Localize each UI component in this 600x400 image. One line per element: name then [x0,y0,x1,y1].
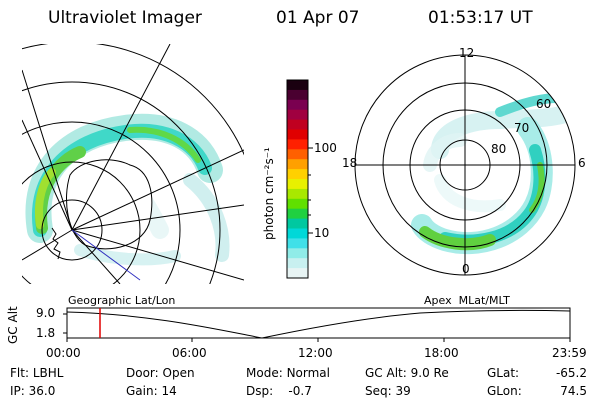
mlt-label-6: 6 [578,156,586,170]
mlt-label-12: 12 [459,46,475,60]
right-projection-label: Apex MLat/MLT [424,294,510,307]
colorbar-segment [287,179,308,190]
colorbar-tick-10: 10 [314,226,330,240]
altitude-ytick-9: 9.0 [36,306,56,320]
time-label: 01:53:17 UT [428,8,533,28]
colorbar-segment [287,258,308,269]
coast-outline [51,227,61,260]
altitude-axis-label: GC Alt [6,306,20,344]
colorbar-border [286,79,309,279]
time-tick-1800: 18:00 [424,346,459,360]
time-tick-0000: 00:00 [46,346,81,360]
colorbar-tick-100: 100 [314,141,337,155]
info-dsp: Dsp: -0.7 [246,384,312,398]
info-door: Door: Open [126,366,195,380]
info-glat: GLat: -65.2 [487,366,587,380]
colorbar-segment [287,119,308,130]
colorbar-segment [287,188,308,200]
colorbar-segment [287,238,308,249]
date-label: 01 Apr 07 [276,8,360,28]
altitude-ytick-1-8: 1.8 [36,326,56,340]
colorbar-segment [287,218,308,229]
altitude-curve [66,309,571,339]
info-seq: Seq: 39 [365,384,411,398]
colorbar-segment [287,80,308,91]
info-mode: Mode: Normal [246,366,330,380]
colorbar-segment [287,248,308,259]
geographic-map [22,44,244,284]
left-projection-label: Geographic Lat/Lon [68,294,176,307]
colorbar [286,79,309,279]
info-ip: IP: 36.0 [10,384,56,398]
mlt-label-0: 0 [462,262,470,276]
info-gc-alt: GC Alt: 9.0 Re [365,366,449,380]
colorbar-segment [287,129,308,140]
colorbar-segment [287,268,308,279]
altitude-plot [63,307,571,342]
lat-lon-grid [22,44,244,284]
instrument-title: Ultraviolet Imager [48,8,202,28]
time-tick-2359: 23:59 [552,346,587,360]
terminator-line [71,229,141,281]
colorbar-segment [287,169,308,180]
colorbar-unit-label: photon cm⁻²s⁻¹ [262,147,276,240]
colorbar-segment [287,89,308,101]
colorbar-segment [287,198,308,210]
colorbar-segment [287,208,308,220]
colorbar-segment [287,228,308,239]
colorbar-segment [287,99,308,111]
colorbar-ticks [308,147,313,234]
info-flt: Flt: LBHL [10,366,64,380]
time-tick-0600: 06:00 [172,346,207,360]
colorbar-segment [287,139,308,150]
apex-map [354,54,576,276]
aurora-emission-right [411,93,575,255]
mlat-label-80: 80 [491,142,507,156]
time-tick-1200: 12:00 [298,346,333,360]
mlt-label-18: 18 [342,156,358,170]
mlat-label-70: 70 [514,121,530,135]
mlat-grid [354,54,576,276]
info-gain: Gain: 14 [126,384,177,398]
colorbar-segment [287,149,308,160]
mlat-label-60: 60 [536,97,552,111]
colorbar-segment [287,159,308,170]
colorbar-segment [287,109,308,121]
info-glon: GLon: 74.5 [487,384,587,398]
